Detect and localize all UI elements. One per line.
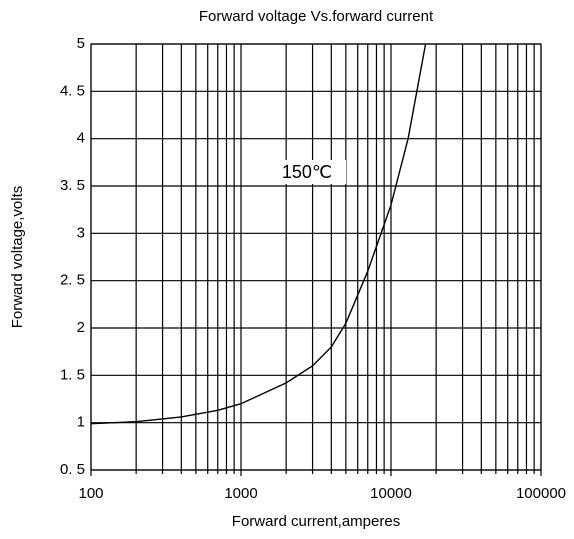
annotation-background — [268, 160, 346, 184]
y-tick-label: 2. 5 — [60, 272, 85, 289]
y-tick-label: 3 — [77, 224, 85, 241]
y-tick-label: 5 — [77, 35, 85, 52]
y-tick-label: 2 — [77, 319, 85, 336]
x-tick-label: 1000 — [224, 485, 257, 502]
y-tick-label: 4 — [77, 130, 85, 147]
x-tick-label: 100000 — [516, 485, 566, 502]
y-tick-label: 3. 5 — [60, 177, 85, 194]
annotation: 150℃ — [282, 162, 332, 182]
x-tick-label: 100 — [78, 485, 103, 502]
y-tick-label: 0. 5 — [60, 461, 85, 478]
plot-frame — [90, 43, 542, 471]
chart-title: Forward voltage Vs.forward current — [199, 8, 434, 25]
x-axis-label: Forward current,amperes — [232, 513, 400, 530]
y-tick-label: 1 — [77, 414, 85, 431]
y-tick-label: 1. 5 — [60, 366, 85, 383]
x-tick-label: 10000 — [370, 485, 412, 502]
line-series — [90, 43, 427, 425]
y-axis-label: Forward voltage,volts — [9, 186, 26, 329]
y-tick-label: 4. 5 — [60, 82, 85, 99]
